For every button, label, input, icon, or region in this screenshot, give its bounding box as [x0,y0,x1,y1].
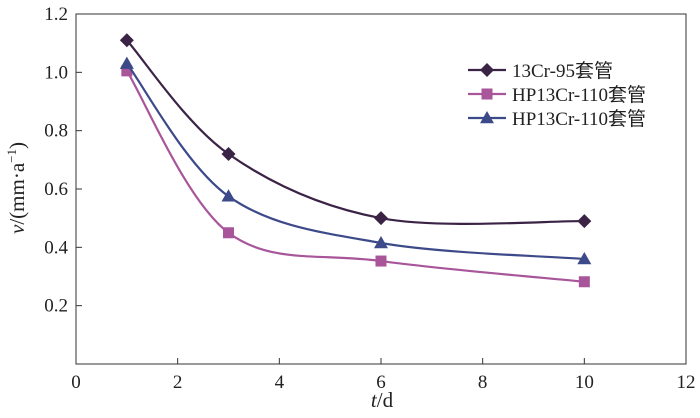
x-axis-title: t/d [371,388,394,412]
data-point [221,147,236,161]
y-tick-label: 1.2 [44,4,68,25]
x-tick-label: 12 [677,372,696,393]
data-point [374,211,388,226]
data-point [119,56,134,69]
x-tick-label: 2 [173,372,183,393]
legend-item-3: HP13Cr-110套管 [468,108,646,130]
legend-item-1: 13Cr-95套管 [468,60,613,82]
y-tick-label: 0.8 [44,121,68,142]
series-1 [119,33,592,229]
x-tick-label: 4 [275,372,285,393]
series-3 [119,56,592,265]
x-tick-label: 10 [575,372,594,393]
y-tick-label: 0.6 [44,179,68,200]
data-point [223,227,234,239]
x-tick-label: 8 [478,372,488,393]
data-point [577,214,592,229]
legend-marker [480,63,494,77]
x-axis: 0 2 4 6 8 10 12 [71,358,696,393]
legend-marker [480,111,494,124]
data-point [119,33,134,48]
y-tick-label: 0.4 [44,237,68,258]
series-layer [119,33,592,288]
legend-label: HP13Cr-110套管 [512,108,646,130]
data-point [375,255,387,267]
x-tick-label: 6 [376,372,386,393]
y-axis: 0.2 0.4 0.6 0.8 1.0 1.2 [44,4,82,317]
data-point [374,235,388,249]
y-tick-label: 1.0 [44,62,68,83]
series-line [126,39,585,225]
data-point [578,276,590,288]
legend-label: HP13Cr-110套管 [512,84,646,106]
series-line [125,62,585,261]
data-point [121,65,133,77]
y-tick-label: 0.2 [44,296,68,317]
series-2 [121,65,590,288]
y-axis-title: v/(mm·a−1) [4,142,29,234]
data-point [577,252,592,265]
x-tick-label: 0 [71,372,81,393]
legend-item-2: HP13Cr-110套管 [468,84,646,106]
legend-marker [481,88,493,100]
data-point [221,189,236,202]
series-line [125,70,585,283]
legend-label: 13Cr-95套管 [512,60,613,82]
